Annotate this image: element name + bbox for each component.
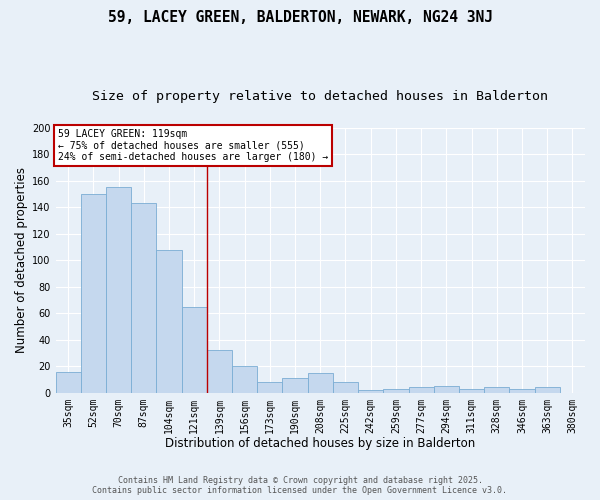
Bar	[409, 388, 434, 392]
Bar	[207, 350, 232, 393]
Bar	[182, 306, 207, 392]
Text: 59, LACEY GREEN, BALDERTON, NEWARK, NG24 3NJ: 59, LACEY GREEN, BALDERTON, NEWARK, NG24…	[107, 10, 493, 25]
Bar	[81, 194, 106, 392]
Bar	[131, 204, 157, 392]
Bar	[459, 388, 484, 392]
Y-axis label: Number of detached properties: Number of detached properties	[15, 167, 28, 353]
Bar	[106, 188, 131, 392]
Bar	[257, 382, 283, 392]
Bar	[283, 378, 308, 392]
Bar	[56, 372, 81, 392]
Bar	[358, 390, 383, 392]
Bar	[509, 388, 535, 392]
Bar	[434, 386, 459, 392]
Bar	[484, 388, 509, 392]
Bar	[535, 388, 560, 392]
Text: Contains HM Land Registry data © Crown copyright and database right 2025.
Contai: Contains HM Land Registry data © Crown c…	[92, 476, 508, 495]
Bar	[383, 388, 409, 392]
Bar	[232, 366, 257, 392]
Text: 59 LACEY GREEN: 119sqm
← 75% of detached houses are smaller (555)
24% of semi-de: 59 LACEY GREEN: 119sqm ← 75% of detached…	[58, 129, 328, 162]
Bar	[308, 373, 333, 392]
Bar	[333, 382, 358, 392]
X-axis label: Distribution of detached houses by size in Balderton: Distribution of detached houses by size …	[165, 437, 475, 450]
Bar	[157, 250, 182, 392]
Title: Size of property relative to detached houses in Balderton: Size of property relative to detached ho…	[92, 90, 548, 103]
